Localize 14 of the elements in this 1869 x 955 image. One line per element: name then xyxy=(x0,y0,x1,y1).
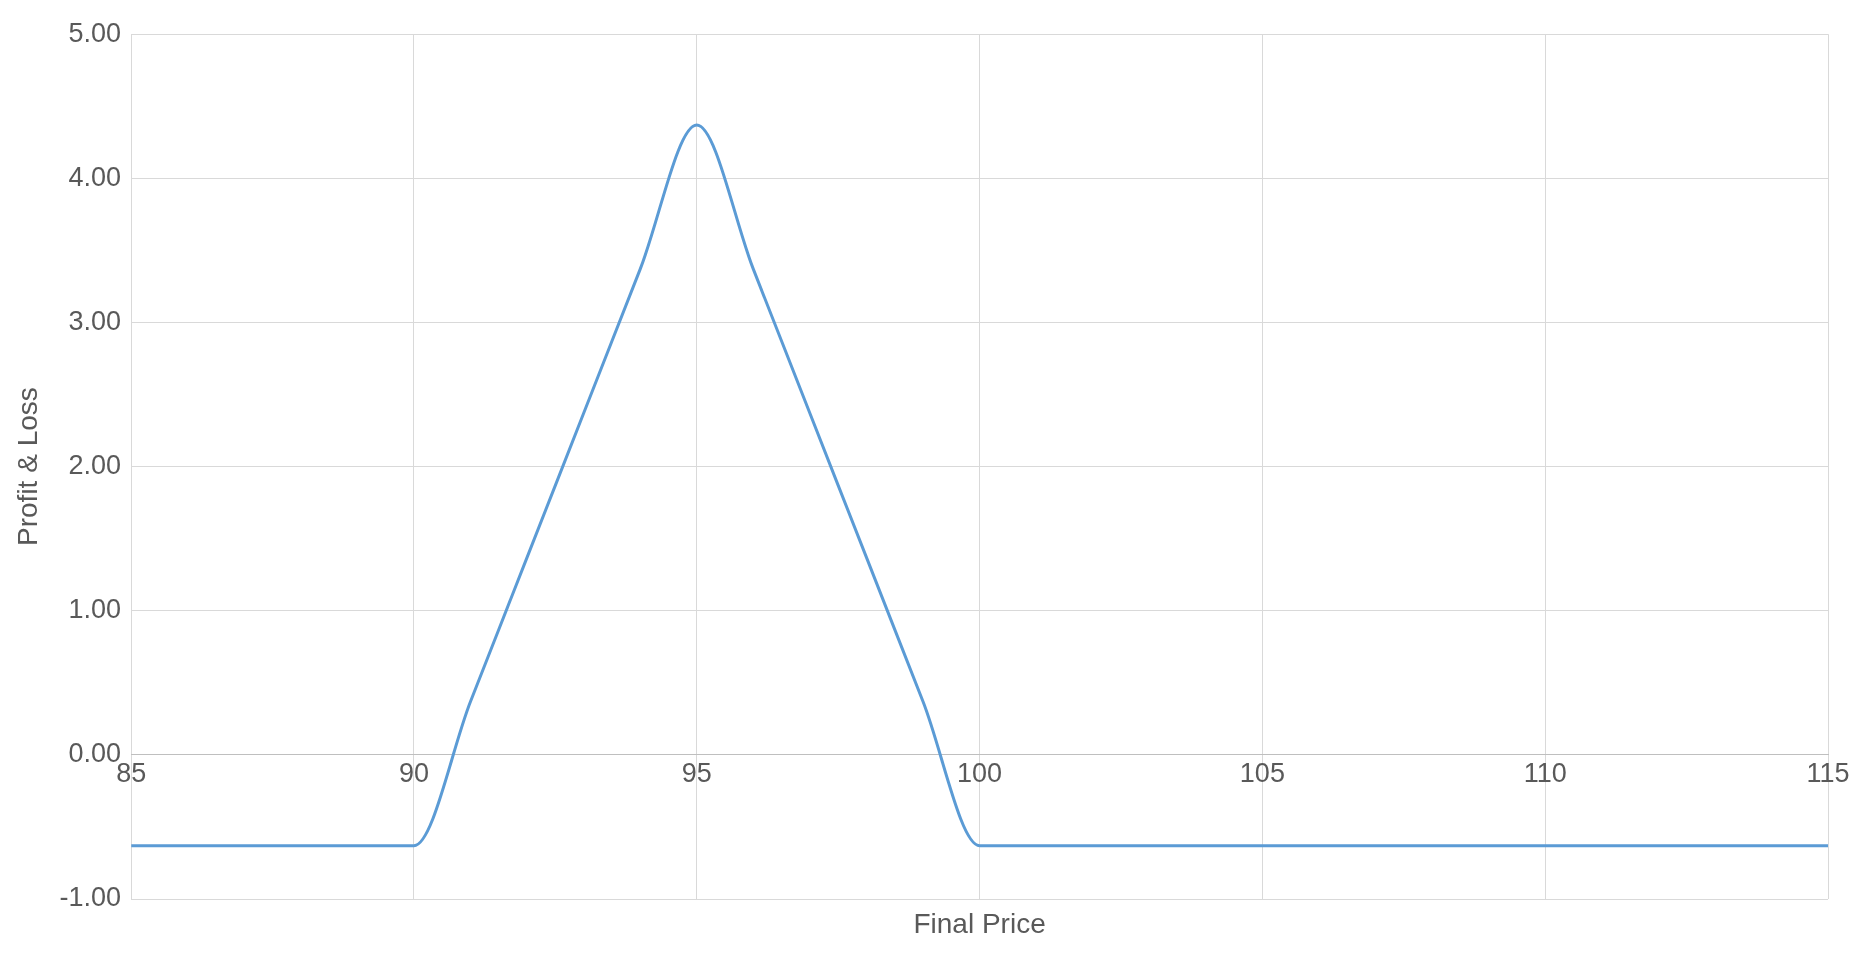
y-tick-label: -1.00 xyxy=(59,882,122,913)
x-tick-label: 105 xyxy=(1239,757,1285,788)
y-tick-label: 1.00 xyxy=(68,594,122,625)
y-tick-label: 2.00 xyxy=(68,450,122,481)
x-tick-label: 115 xyxy=(1806,757,1850,788)
y-axis-title: Profit & Loss xyxy=(11,387,43,546)
x-tick-label: 100 xyxy=(957,757,1003,788)
x-tick-label: 95 xyxy=(681,757,712,788)
y-tick-label: 4.00 xyxy=(68,161,122,192)
y-tick-label: 5.00 xyxy=(68,17,122,48)
x-tick-label: 110 xyxy=(1523,757,1567,788)
x-axis-title: Final Price xyxy=(913,907,1046,939)
x-tick-label: 90 xyxy=(398,757,429,788)
y-tick-label: 3.00 xyxy=(68,305,122,336)
